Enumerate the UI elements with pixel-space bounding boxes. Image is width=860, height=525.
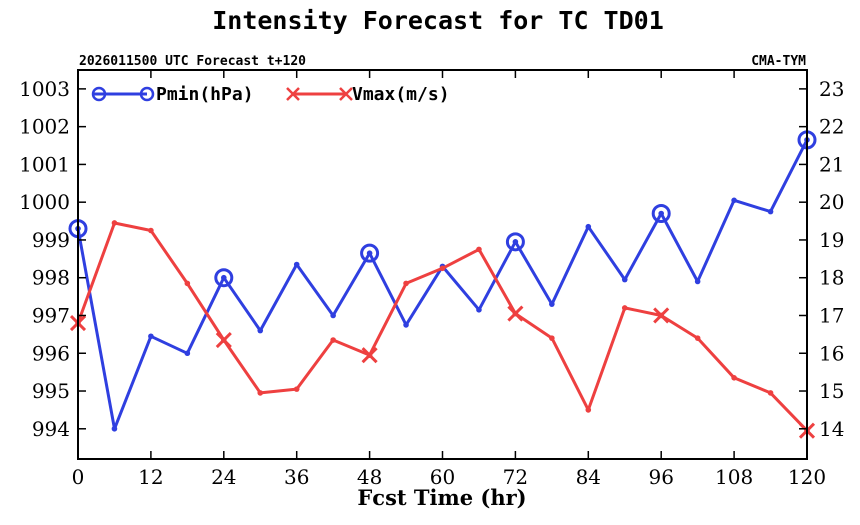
y-right-tick-label: 21: [819, 152, 844, 176]
y-right-tick-label: 19: [819, 228, 844, 252]
x-tick-label: 120: [788, 465, 826, 489]
pmin-data-point: [293, 261, 300, 268]
vmax-data-point: [549, 335, 555, 341]
pmin-marker: [651, 204, 671, 224]
pmin-data-point: [549, 301, 555, 307]
y-left-tick-label: 1002: [19, 115, 70, 139]
pmin-data-point: [148, 333, 154, 340]
legend-pmin-marker-left: [91, 86, 107, 102]
x-tick-label: 24: [211, 465, 236, 489]
pmin-data-point: [512, 239, 519, 245]
pmin-data-point: [330, 312, 336, 319]
vmax-data-point: [694, 335, 701, 341]
x-tick-label: 36: [284, 465, 309, 489]
y-left-tick-label: 995: [32, 379, 70, 403]
plot-area: [68, 130, 817, 439]
vmax-marker: [507, 305, 524, 322]
vmax-data-point: [476, 246, 482, 253]
vmax-marker: [215, 331, 232, 349]
vmax-data-point: [731, 375, 737, 381]
x-tick-label: 96: [648, 465, 673, 489]
x-tick-label: 48: [357, 465, 382, 489]
x-tick-label: 0: [72, 465, 85, 489]
pmin-data-point: [221, 274, 227, 281]
x-tick-label: 12: [138, 465, 163, 489]
x-axis-label: Fcst Time (hr): [357, 485, 526, 510]
vmax-data-point: [403, 280, 409, 287]
pmin-data-point: [184, 350, 191, 357]
axes: 0 12 24 36 48 60 72 84 96 108 120 994 995 996 997 998 99…: [19, 69, 844, 489]
y-right-tick-label: 23: [819, 77, 844, 101]
y-right-tick-label: 20: [819, 190, 844, 214]
vmax-series-line: [76, 221, 809, 432]
legend-vmax-label: Vmax(m/s): [352, 84, 450, 105]
x-tick-label: 72: [503, 465, 528, 489]
vmax-marker: [361, 347, 378, 364]
pmin-data-point: [694, 278, 701, 285]
pmin-data-point: [257, 327, 264, 334]
x-tick-label: 108: [715, 465, 753, 489]
pmin-data-point: [731, 197, 737, 204]
pmin-marker: [214, 268, 234, 288]
legend-pmin-marker-right: [139, 86, 155, 102]
legend-vmax-marker-right: [339, 87, 353, 101]
y-right-tick-label: 18: [819, 266, 844, 290]
y-left-tick-label: 997: [32, 303, 70, 327]
legend: Pmin(hPa) Vmax(m/s): [91, 84, 450, 105]
vmax-data-point: [330, 337, 336, 343]
pmin-data-point: [658, 210, 664, 217]
pmin-data-point: [621, 276, 628, 283]
legend-pmin-label: Pmin(hPa): [156, 84, 254, 105]
vmax-marker: [653, 307, 670, 324]
vmax-data-point: [148, 227, 154, 234]
vmax-data-point: [767, 390, 774, 396]
chart-subtitle-right: CMA-TYM: [751, 54, 806, 69]
chart-subtitle-left: 2026011500 UTC Forecast t+120: [79, 54, 306, 69]
pmin-data-point: [111, 425, 118, 432]
y-left-tick-label: 998: [32, 266, 70, 290]
vmax-data-point: [439, 265, 446, 272]
y-right-tick-label: 16: [819, 341, 844, 365]
y-right-tick-label: 15: [819, 379, 844, 403]
y-right-tick-label: 22: [819, 115, 844, 139]
vmax-data-point: [184, 280, 191, 287]
y-left-tick-label: 996: [32, 341, 70, 365]
vmax-data-point: [293, 386, 300, 392]
pmin-data-point: [585, 223, 592, 230]
vmax-data-point: [257, 390, 264, 396]
y-left-tick-label: 1000: [19, 190, 70, 214]
vmax-data-point: [621, 305, 628, 311]
pmin-data-point: [476, 307, 482, 313]
y-right-tick-label: 17: [819, 303, 844, 327]
x-tick-label: 60: [430, 465, 455, 489]
legend-vmax-marker-left: [286, 87, 300, 101]
pmin-data-point: [403, 322, 409, 328]
pmin-data-point: [366, 250, 373, 256]
y-left-tick-label: 1001: [19, 152, 70, 176]
pmin-data-point: [767, 208, 774, 215]
y-left-tick-label: 1003: [19, 77, 70, 101]
chart-title: Intensity Forecast for TC TD01: [212, 6, 664, 35]
vmax-data-point: [585, 407, 592, 413]
pmin-marker: [505, 232, 525, 252]
pmin-marker: [360, 243, 380, 263]
x-tick-label: 84: [576, 465, 601, 489]
y-left-tick-label: 994: [32, 417, 70, 441]
y-left-tick-label: 999: [32, 228, 70, 252]
vmax-data-point: [111, 220, 118, 226]
y-right-tick-label: 14: [819, 417, 844, 441]
